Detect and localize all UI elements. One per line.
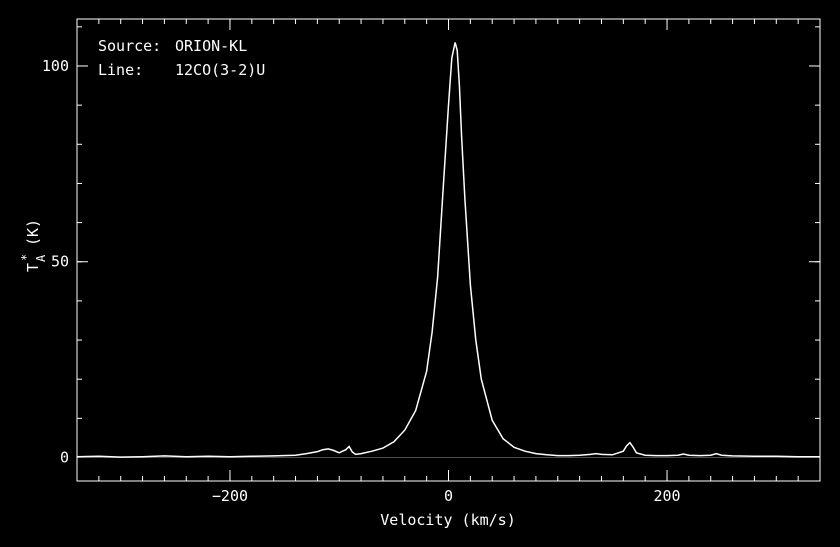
line-value: 12CO(3-2)U bbox=[175, 61, 265, 79]
y-tick-label: 50 bbox=[51, 253, 69, 271]
line-label: Line: bbox=[98, 61, 143, 79]
source-value: ORION-KL bbox=[175, 37, 247, 55]
minor-ticks bbox=[76, 19, 821, 481]
spectrum-line bbox=[76, 42, 820, 458]
x-tick-label: 200 bbox=[653, 487, 680, 505]
plot-frame bbox=[76, 18, 821, 482]
y-axis-title-unit: (K) bbox=[24, 219, 42, 246]
x-tick-label: 0 bbox=[444, 487, 453, 505]
y-axis-title-base: T bbox=[24, 263, 42, 272]
y-tick-label: 0 bbox=[60, 449, 69, 467]
y-axis-title-sub: A bbox=[34, 254, 48, 262]
y-tick-label: 100 bbox=[42, 57, 69, 75]
source-label: Source: bbox=[98, 37, 161, 55]
y-axis-title-sup: * bbox=[19, 254, 33, 261]
tick-labels: −200 0 200 0 50 100 bbox=[42, 57, 681, 505]
y-axis-title: T * A (K) bbox=[19, 219, 48, 272]
x-tick-label: −200 bbox=[212, 487, 248, 505]
x-axis-title: Velocity (km/s) bbox=[380, 511, 515, 529]
